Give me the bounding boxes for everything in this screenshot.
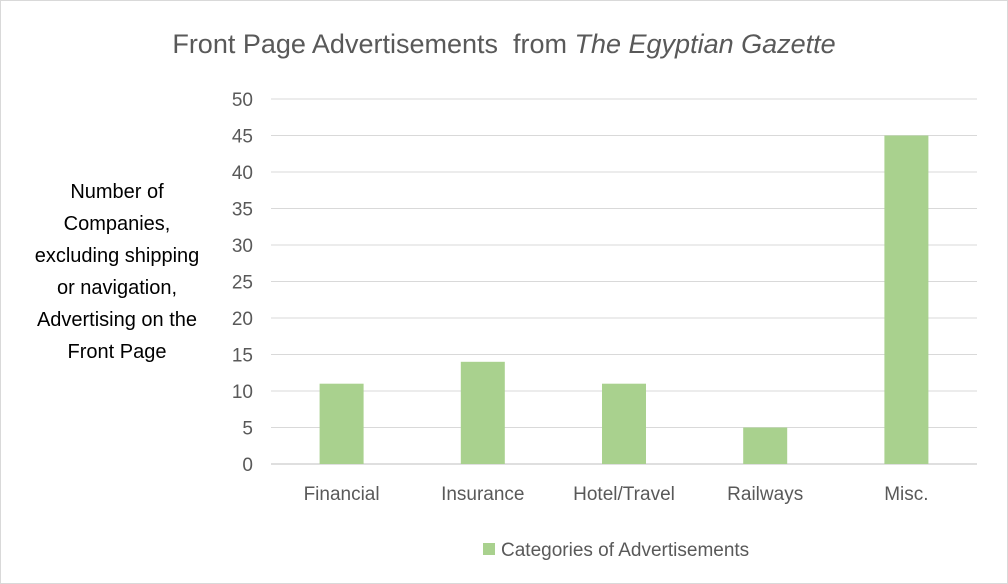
y-axis-label-line: Front Page [68,341,167,363]
x-category-label: Financial [304,484,380,505]
y-tick-label: 50 [232,90,253,111]
x-axis-categories: Financial Insurance Hotel/Travel Railways Mi… [304,484,929,505]
chart-title: Front Page Advertisements from The Egypt… [172,29,835,59]
chart-title-main: Front Page Advertisements from [172,29,574,59]
bar [602,383,646,464]
y-axis-label-line: Companies, [64,213,171,235]
y-axis-label-line: excluding shipping [35,245,200,267]
x-category-label: Hotel/Travel [573,484,675,505]
bar [319,383,364,464]
y-tick-label: 30 [232,236,253,257]
chart-title-italic: The Egyptian Gazette [575,29,836,59]
y-tick-label: 20 [232,309,253,330]
legend-label: Categories of Advertisements [501,540,749,561]
bar [743,427,788,464]
y-axis-label-line: Advertising on the [37,309,197,331]
bars [319,135,929,464]
y-axis-label-line: Number of [70,181,164,203]
y-tick-label: 5 [242,419,253,440]
x-category-label: Misc. [884,484,928,505]
y-axis-label: Number of Companies, excluding shipping or … [35,181,200,363]
x-category-label: Insurance [441,484,524,505]
x-category-label: Railways [727,484,803,505]
bar [460,361,505,464]
y-tick-label: 0 [242,455,253,476]
y-axis-ticks: 0 5 10 15 20 25 30 35 40 45 50 [232,90,253,476]
y-tick-label: 40 [232,163,253,184]
bar [884,135,929,464]
legend: Categories of Advertisements [483,540,749,561]
gridlines [271,98,977,465]
y-axis-label-line: or navigation, [57,277,177,299]
legend-swatch [483,543,495,555]
y-tick-label: 45 [232,127,253,148]
y-tick-label: 35 [232,200,253,221]
y-tick-label: 25 [232,273,253,294]
y-tick-label: 15 [232,346,253,367]
y-tick-label: 10 [232,382,253,403]
